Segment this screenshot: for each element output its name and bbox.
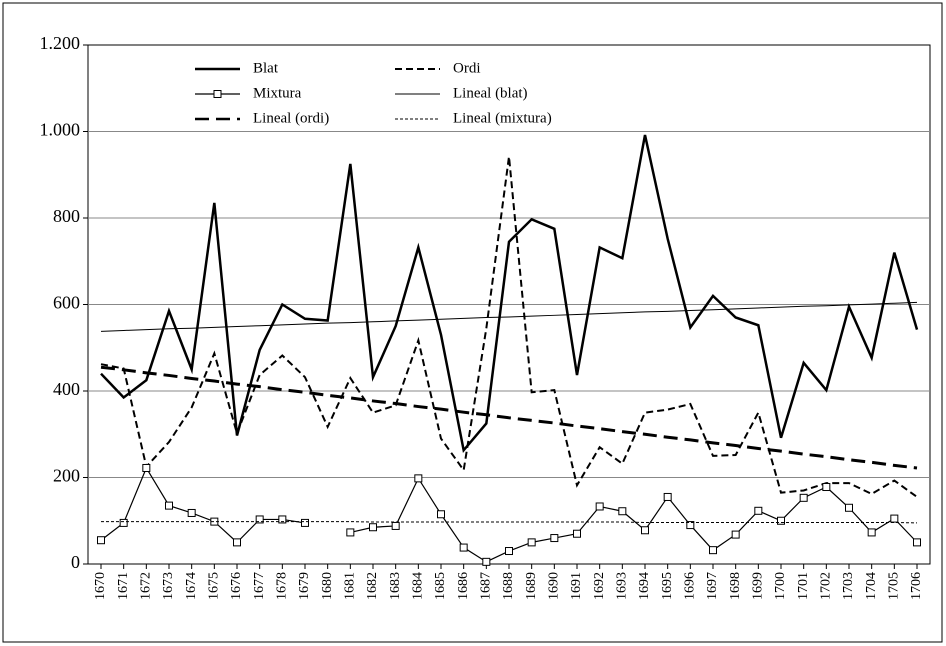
x-tick-label: 1699 (751, 572, 766, 600)
legend-label: Blat (253, 60, 279, 76)
y-tick-label: 600 (53, 293, 80, 313)
x-tick-label: 1702 (819, 572, 834, 600)
series-line (100, 134, 919, 454)
x-tick-label: 1671 (116, 572, 131, 600)
x-tick-label: 1682 (365, 572, 380, 600)
marker (731, 530, 740, 539)
legend-label: Ordi (453, 60, 481, 76)
marker (777, 516, 785, 525)
marker (845, 503, 853, 512)
marker (142, 463, 151, 472)
series-line (100, 466, 306, 544)
y-tick-label: 1.200 (40, 33, 81, 53)
marker (822, 483, 831, 492)
x-tick-label: 1695 (660, 572, 675, 600)
x-tick-label: 1681 (343, 572, 358, 600)
marker (527, 538, 536, 547)
x-tick-label: 1690 (547, 572, 562, 600)
x-tick-label: 1697 (705, 572, 720, 600)
x-tick-label: 1688 (501, 572, 516, 600)
marker (799, 493, 808, 502)
marker (663, 492, 672, 501)
series-line (350, 477, 918, 563)
x-tick-label: 1696 (683, 572, 698, 600)
series-line (100, 365, 918, 470)
x-tick-label: 1679 (297, 572, 312, 600)
x-tick-label: 1684 (411, 572, 426, 600)
marker (595, 502, 604, 511)
marker (301, 518, 309, 527)
x-tick-label: 1687 (479, 572, 494, 600)
legend-marker (213, 90, 222, 98)
x-tick-label: 1674 (184, 572, 199, 600)
marker (550, 534, 559, 543)
series-line (100, 156, 918, 498)
x-tick-label: 1703 (841, 572, 856, 600)
x-tick-label: 1676 (229, 572, 244, 600)
marker (505, 547, 513, 556)
x-tick-label: 1675 (207, 572, 222, 600)
x-tick-label: 1680 (320, 572, 335, 600)
marker (890, 514, 899, 523)
series-line (100, 301, 918, 332)
x-tick-label: 1694 (637, 572, 652, 600)
y-tick-label: 800 (53, 206, 80, 226)
x-tick-label: 1700 (773, 572, 788, 600)
marker (437, 510, 445, 519)
legend-label: Mixtura (253, 85, 302, 101)
marker (97, 536, 105, 545)
marker (686, 521, 695, 530)
marker (369, 523, 377, 532)
x-tick-label: 1670 (93, 572, 108, 600)
x-tick-label: 1705 (887, 572, 902, 600)
x-tick-label: 1673 (161, 572, 176, 600)
x-tick-label: 1691 (569, 572, 584, 600)
x-tick-label: 1683 (388, 572, 403, 600)
x-tick-label: 1689 (524, 572, 539, 600)
marker (913, 538, 921, 547)
legend-label: Lineal (ordi) (253, 110, 329, 126)
marker (754, 506, 763, 515)
marker (459, 543, 468, 552)
marker (165, 501, 173, 510)
legend-label: Lineal (blat) (453, 85, 528, 101)
marker (482, 557, 491, 566)
series-line (101, 521, 918, 524)
marker (233, 538, 241, 547)
marker (119, 518, 128, 527)
x-tick-label: 1692 (592, 572, 607, 600)
x-tick-label: 1706 (909, 572, 924, 600)
y-tick-label: 0 (71, 552, 80, 572)
marker (255, 515, 264, 524)
y-tick-label: 200 (53, 466, 80, 486)
x-tick-label: 1686 (456, 572, 471, 600)
marker (867, 528, 876, 537)
x-tick-label: 1698 (728, 572, 743, 600)
marker (414, 474, 423, 483)
x-tick-label: 1704 (864, 572, 879, 600)
y-tick-label: 400 (53, 379, 80, 399)
marker (346, 528, 355, 537)
x-tick-label: 1672 (139, 572, 154, 600)
x-tick-label: 1678 (275, 572, 290, 600)
marker (391, 521, 400, 530)
y-tick-label: 1.000 (40, 120, 81, 140)
x-tick-label: 1693 (615, 572, 630, 600)
x-tick-label: 1685 (433, 572, 448, 600)
marker (709, 546, 717, 555)
x-tick-label: 1677 (252, 572, 267, 600)
x-tick-label: 1701 (796, 572, 811, 600)
legend-label: Lineal (mixtura) (453, 110, 552, 126)
marker (618, 507, 627, 516)
marker (187, 508, 196, 517)
marker (573, 529, 581, 538)
marker (278, 515, 287, 524)
marker (641, 526, 649, 535)
